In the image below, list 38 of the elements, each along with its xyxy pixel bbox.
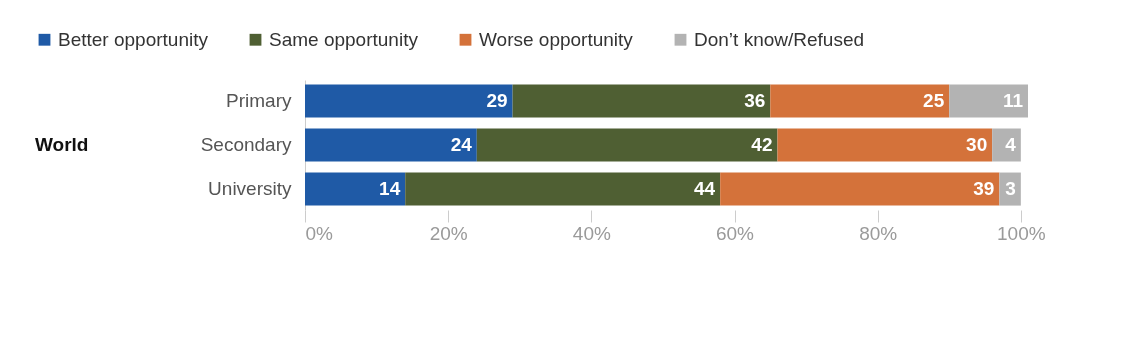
bar [305, 84, 513, 118]
data-label: 24 [450, 134, 473, 155]
x-tick-label: 0% [305, 222, 334, 244]
data-label: 30 [966, 134, 988, 155]
legend-label: Better opportunity [58, 28, 209, 50]
data-label: 36 [744, 89, 766, 111]
text: World [35, 134, 89, 155]
bar [992, 128, 1021, 162]
bar [720, 172, 1000, 206]
x-tick-label: 100% [997, 222, 1046, 244]
bar [512, 84, 771, 118]
data-label: 3 [1005, 178, 1016, 200]
data-label: 39 [973, 178, 995, 200]
x-tick-label: 60% [715, 222, 755, 244]
bar [949, 84, 1028, 118]
bar [305, 128, 477, 162]
data-label: 25 [923, 89, 945, 111]
bar [770, 84, 950, 118]
bar [476, 128, 778, 162]
legend-label: Don’t know/Refused [694, 28, 865, 50]
bar [305, 172, 406, 206]
data-label: 44 [694, 178, 716, 200]
legend-label: Worse opportunity [479, 28, 634, 50]
bar [777, 128, 993, 162]
data-label: 29 [486, 89, 508, 111]
legend-label: Same opportunity [269, 28, 419, 50]
x-tick-label: 40% [572, 222, 611, 244]
x-tick-label: 80% [859, 222, 898, 244]
data-label: 14 [379, 178, 401, 200]
data-label: 42 [751, 134, 773, 155]
bar [999, 172, 1021, 206]
data-label: 4 [1005, 134, 1017, 155]
data-label: 11 [1002, 89, 1024, 111]
x-tick-label: 20% [429, 222, 468, 244]
y-tick-label: Secondary [200, 134, 292, 155]
y-tick-label: University [208, 178, 292, 200]
bar [405, 172, 721, 206]
y-tick-label: Primary [226, 89, 292, 111]
